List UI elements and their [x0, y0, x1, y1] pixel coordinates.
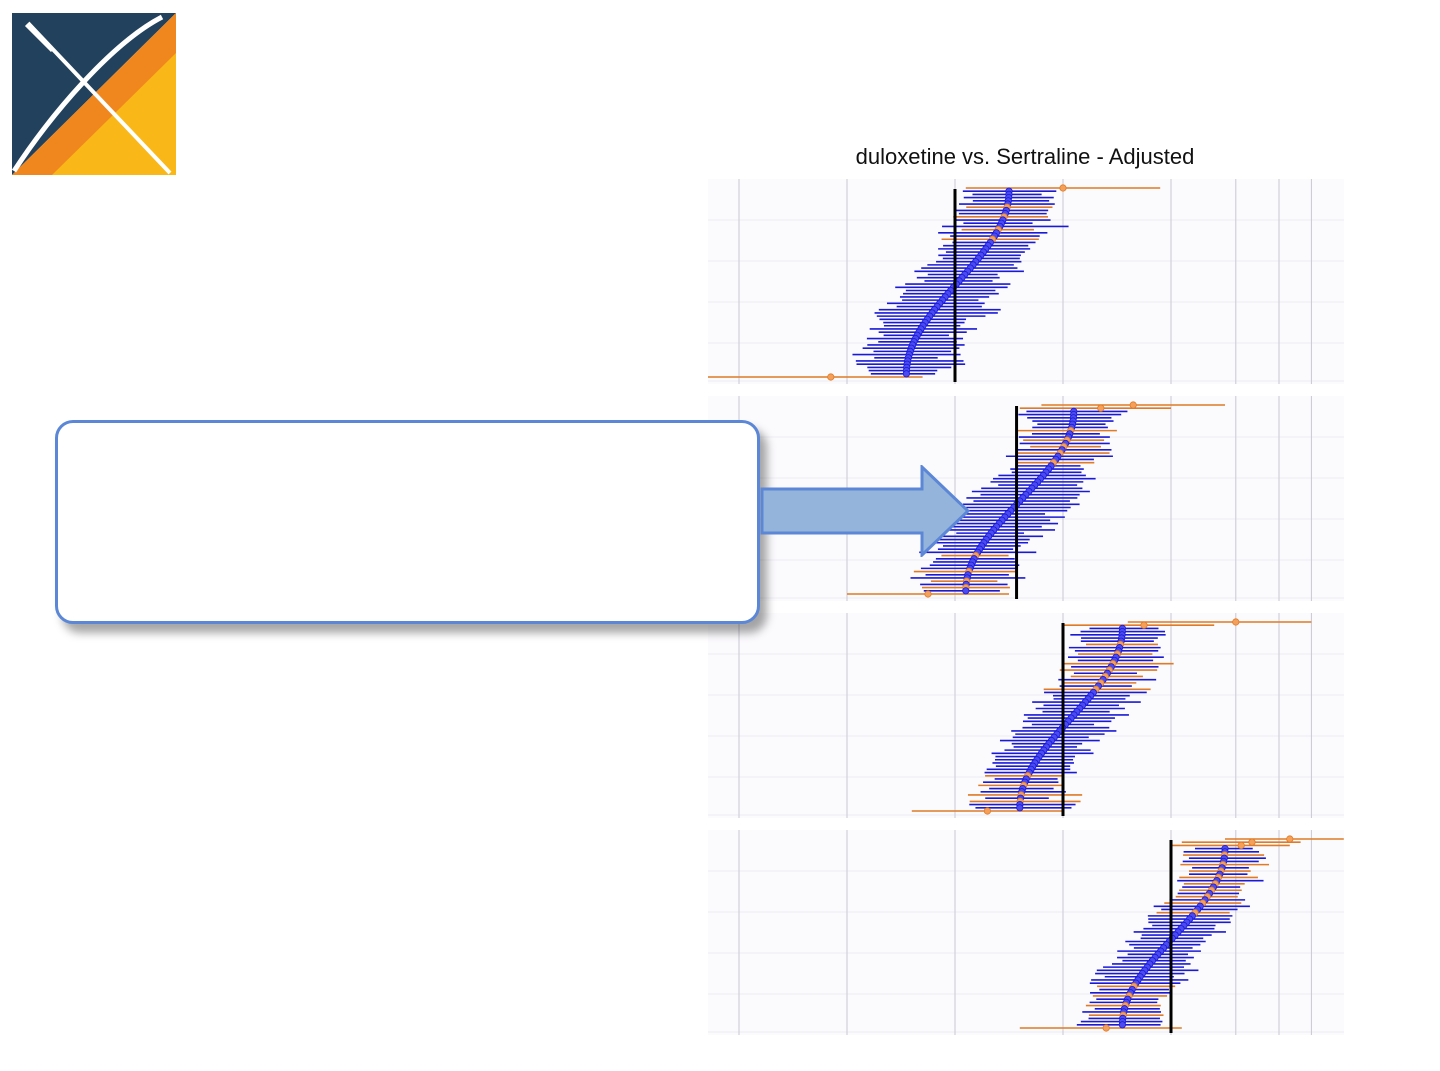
logo-cross-line	[26, 21, 172, 175]
estimate-point	[1232, 618, 1240, 626]
estimate-point	[1248, 838, 1256, 846]
estimate-point	[1059, 184, 1067, 192]
right-arrow-icon	[760, 465, 971, 557]
estimate-point	[983, 807, 992, 815]
callout-text	[78, 443, 737, 601]
estimate-point	[924, 590, 932, 598]
estimate-point	[1118, 1021, 1127, 1029]
estimate-point	[1140, 621, 1148, 629]
estimate-point	[1237, 841, 1245, 850]
callout-box	[55, 420, 760, 624]
estimate-point	[827, 373, 835, 381]
chart-title: duloxetine vs. Sertraline - Adjusted	[855, 144, 1195, 169]
estimate-point	[902, 370, 911, 378]
logo-icon	[12, 13, 176, 175]
estimate-point	[1286, 835, 1294, 843]
logo-tail-line	[24, 23, 54, 53]
estimate-point	[1097, 404, 1105, 412]
arrow-shape	[760, 465, 971, 557]
estimate-point	[962, 587, 970, 595]
estimate-point	[1102, 1024, 1110, 1032]
estimate-point	[1016, 804, 1024, 812]
estimate-point	[1129, 401, 1137, 409]
